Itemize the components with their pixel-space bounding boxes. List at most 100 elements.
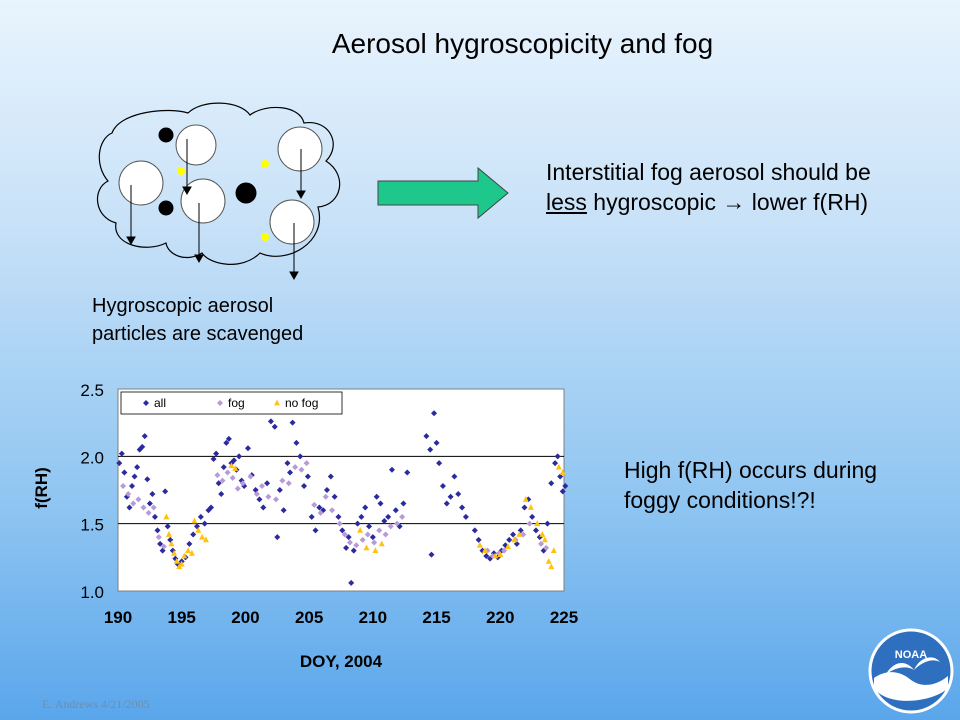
data-point <box>241 482 248 489</box>
data-point <box>145 509 152 516</box>
data-point <box>267 418 274 425</box>
data-point <box>539 531 546 537</box>
data-point <box>366 523 373 530</box>
x-tick-labels: 190 195 200 205 210 215 220 225 <box>104 608 578 627</box>
data-point <box>181 552 188 559</box>
caption-line1: Hygroscopic aerosol <box>92 295 274 317</box>
data-point <box>144 476 151 483</box>
data-point <box>178 560 185 567</box>
data-point <box>382 531 389 538</box>
data-point <box>501 547 508 554</box>
data-point <box>548 563 555 570</box>
hypothesis-statement: Interstitial fog aerosol should be less … <box>546 157 871 217</box>
data-point <box>350 547 357 554</box>
data-point <box>423 433 430 440</box>
data-point <box>165 531 172 537</box>
data-point <box>129 482 136 489</box>
data-point <box>215 480 222 487</box>
footer-credit: E. Andrews 4/21/2005 <box>42 697 150 711</box>
data-point <box>357 527 364 533</box>
y-tick-label: 1.0 <box>80 583 104 602</box>
right-arrow-icon <box>377 166 509 220</box>
legend-label: fog <box>228 396 245 410</box>
data-point <box>462 513 469 520</box>
statement-line1: Interstitial fog aerosol should be <box>546 159 871 185</box>
data-point <box>130 500 137 507</box>
data-point <box>289 419 296 426</box>
data-point <box>538 540 545 547</box>
data-point <box>168 540 175 547</box>
data-point <box>155 534 162 541</box>
particle-black <box>158 127 174 143</box>
x-tick-label: 215 <box>422 608 450 627</box>
data-point <box>559 488 566 495</box>
data-point <box>154 527 161 534</box>
noaa-logo-icon: NOAA <box>868 628 954 714</box>
data-point <box>312 527 319 534</box>
data-point <box>264 480 271 487</box>
data-point <box>494 554 501 561</box>
data-point <box>400 500 407 507</box>
data-point <box>224 469 231 476</box>
data-point <box>223 439 230 446</box>
data-point <box>540 547 547 554</box>
data-point <box>234 485 241 492</box>
data-point <box>541 536 548 543</box>
data-point <box>293 439 300 446</box>
legend-box <box>120 391 343 415</box>
data-point <box>195 527 202 533</box>
particle-yellow <box>261 233 269 241</box>
data-point <box>447 493 454 500</box>
data-point <box>436 460 443 467</box>
data-point <box>369 534 376 541</box>
data-point <box>526 520 533 527</box>
particle-yellow <box>261 160 269 168</box>
chart-legend: all fog no fog <box>120 391 343 415</box>
plot-area <box>117 388 565 592</box>
data-point <box>532 527 539 534</box>
data-point <box>256 496 263 503</box>
y-tick-labels: 1.0 1.5 2.0 2.5 <box>80 381 104 602</box>
data-point <box>536 534 543 541</box>
data-point <box>475 536 482 543</box>
data-point <box>265 493 272 500</box>
data-point <box>559 469 566 475</box>
data-point <box>163 513 170 520</box>
x-tick-label: 225 <box>550 608 578 627</box>
data-point <box>191 517 198 524</box>
particle-black <box>158 200 174 216</box>
legend-label: no fog <box>285 396 318 410</box>
data-point <box>483 552 490 559</box>
data-point <box>471 527 478 534</box>
data-point <box>455 491 462 498</box>
finding-line1: High f(RH) occurs during <box>624 457 878 483</box>
data-point <box>504 543 511 549</box>
data-point <box>492 552 499 559</box>
statement-line2: less hygroscopic → lower f(RH) <box>546 187 871 217</box>
data-points <box>116 410 569 586</box>
data-point <box>202 536 209 543</box>
data-point <box>173 557 180 564</box>
data-point <box>121 469 128 476</box>
settling-arrows <box>126 139 306 281</box>
data-point <box>562 482 569 489</box>
data-point <box>190 531 197 538</box>
data-point <box>214 472 221 479</box>
data-point <box>164 523 171 530</box>
x-tick-label: 195 <box>168 608 196 627</box>
data-point <box>555 463 562 470</box>
data-point <box>171 549 178 556</box>
data-point <box>126 504 133 511</box>
particle-yellow <box>177 167 185 175</box>
x-tick-label: 210 <box>359 608 387 627</box>
data-point <box>118 450 125 457</box>
data-point <box>404 469 411 476</box>
data-point <box>159 547 166 554</box>
data-point <box>399 513 406 520</box>
data-point <box>228 462 235 469</box>
data-point <box>554 453 561 460</box>
data-point <box>244 445 251 452</box>
data-point <box>431 410 438 417</box>
statement-less: less <box>546 189 587 215</box>
data-point <box>348 579 355 586</box>
